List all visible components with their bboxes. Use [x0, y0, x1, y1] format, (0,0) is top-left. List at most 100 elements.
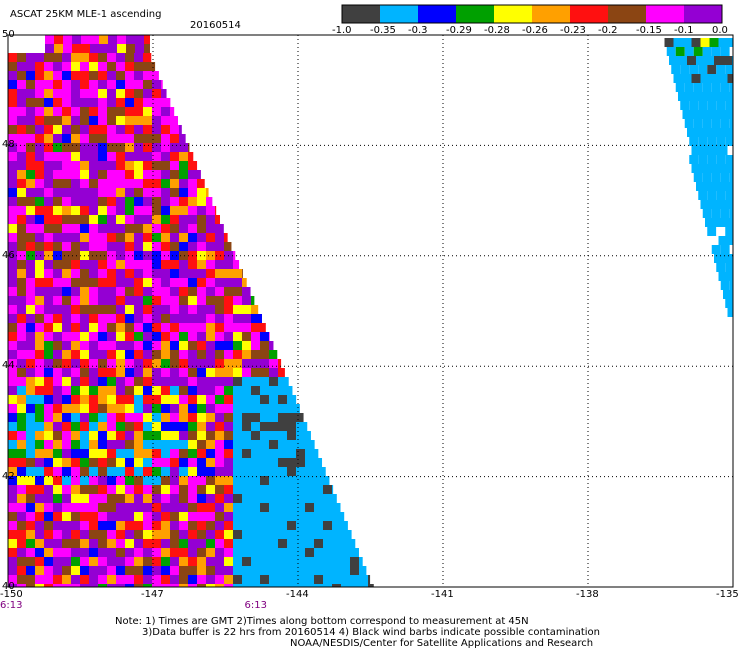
swath-cell: [188, 278, 197, 287]
swath-cell: [152, 539, 161, 548]
swath-cell: [71, 251, 80, 260]
swath-cell: [296, 458, 305, 467]
swath-cell: [8, 197, 17, 206]
swath-cell: [278, 440, 287, 449]
swath-cell: [62, 359, 71, 368]
swath-cell: [206, 467, 215, 476]
swath-cell: [314, 548, 323, 557]
swath-cell: [44, 566, 53, 575]
swath-cell: [35, 251, 44, 260]
swath-cell: [143, 233, 152, 242]
swath-cell: [17, 215, 26, 224]
swath-cell: [17, 62, 26, 71]
swath-cell: [8, 359, 17, 368]
swath-cell: [143, 197, 152, 206]
swath-cell: [116, 368, 125, 377]
swath-cell: [8, 143, 17, 152]
swath-cell: [71, 476, 80, 485]
swath-cell: [62, 161, 71, 170]
swath-cell: [206, 215, 215, 224]
swath-cell: [188, 359, 197, 368]
swath-cell: [26, 521, 35, 530]
swath-cell: [161, 575, 170, 584]
swath-cell: [134, 179, 143, 188]
swath-cell: [260, 404, 269, 413]
swath-cell: [26, 296, 35, 305]
swath-cell: [305, 539, 314, 548]
swath-cell: [107, 350, 116, 359]
swath-cell: [53, 323, 62, 332]
swath-cell: [314, 476, 323, 485]
swath-cell: [80, 314, 89, 323]
swath-cell: [269, 494, 278, 503]
swath-cell: [224, 512, 233, 521]
swath-cell: [215, 215, 220, 224]
swath-cell: [215, 431, 224, 440]
swath-cell: [725, 137, 733, 146]
swath-cell: [716, 101, 726, 110]
swath-cell: [143, 449, 152, 458]
swath-cell: [26, 71, 35, 80]
swath-cell: [62, 179, 71, 188]
swath-cell: [269, 404, 278, 413]
swath-cell: [125, 161, 134, 170]
swath-cell: [144, 35, 150, 44]
swath-cell: [729, 173, 733, 182]
swath-cell: [35, 188, 44, 197]
swath-cell: [116, 188, 125, 197]
swath-cell: [170, 467, 179, 476]
swath-cell: [8, 116, 17, 125]
swath-cell: [707, 227, 717, 236]
swath-cell: [720, 83, 730, 92]
swath-cell: [242, 377, 251, 386]
swath-cell: [278, 431, 287, 440]
swath-cell: [723, 182, 732, 191]
swath-cell: [702, 173, 712, 182]
swath-cell: [62, 557, 71, 566]
swath-cell: [341, 584, 350, 587]
swath-cell: [116, 152, 125, 161]
swath-cell: [116, 341, 125, 350]
swath-cell: [161, 314, 170, 323]
swath-cell: [98, 179, 107, 188]
swath-cell: [44, 269, 53, 278]
swath-cell: [71, 98, 80, 107]
swath-cell: [71, 539, 80, 548]
swath-cell: [224, 548, 233, 557]
swath-cell: [287, 521, 296, 530]
swath-cell: [134, 287, 143, 296]
swath-cell: [35, 242, 44, 251]
swath-cell: [26, 215, 35, 224]
swath-cell: [17, 575, 26, 584]
swath-cell: [152, 341, 161, 350]
swath-cell: [8, 431, 17, 440]
swath-cell: [80, 512, 89, 521]
swath-cell: [35, 62, 44, 71]
swath-cell: [26, 557, 35, 566]
swath-cell: [107, 161, 116, 170]
swath-cell: [696, 92, 705, 101]
swath-cell: [287, 566, 296, 575]
latitude-tick-label: 48: [2, 139, 15, 151]
swath-cell: [251, 377, 260, 386]
swath-cell: [197, 269, 206, 278]
swath-cell: [188, 377, 197, 386]
swath-cell: [62, 431, 71, 440]
latitude-tick-label: 42: [2, 470, 15, 482]
swath-cell: [197, 188, 206, 197]
swath-cell: [143, 71, 152, 80]
swath-cell: [107, 575, 116, 584]
swath-cell: [8, 260, 17, 269]
swath-cell: [53, 269, 62, 278]
swath-cell: [98, 287, 107, 296]
swath-cell: [45, 44, 54, 53]
swath-cell: [62, 215, 71, 224]
swath-cell: [269, 395, 278, 404]
swath-cell: [215, 413, 224, 422]
swath-cell: [197, 233, 206, 242]
swath-cell: [62, 395, 71, 404]
swath-cell: [62, 494, 71, 503]
swath-cell: [170, 143, 179, 152]
swath-cell: [134, 224, 143, 233]
swath-cell: [71, 134, 80, 143]
